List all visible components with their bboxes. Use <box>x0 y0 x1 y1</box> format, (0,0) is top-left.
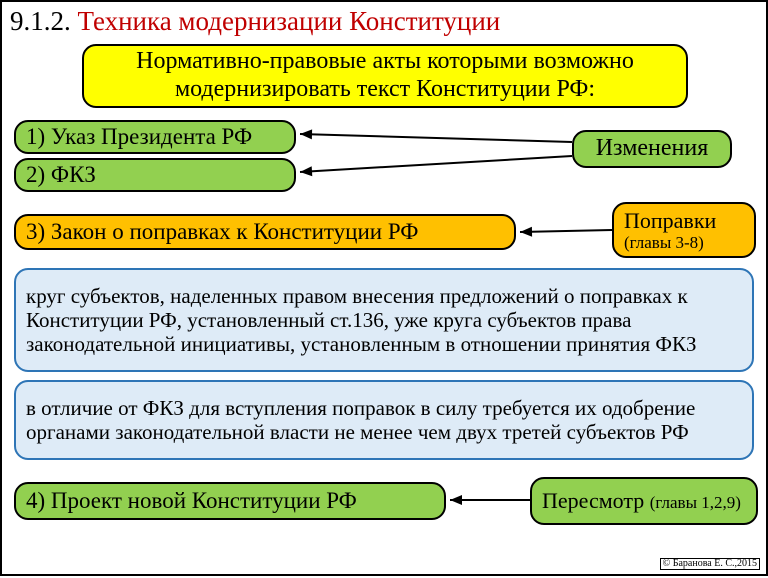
box-amend-line2: (главы 3-8) <box>624 233 716 253</box>
box-chg-text: Изменения <box>596 135 709 163</box>
box-revision: Пересмотр (главы 1,2,9) <box>530 477 758 525</box>
box-note-2: в отличие от ФКЗ для вступления поправок… <box>14 380 754 460</box>
box-note-1: круг субъектов, наделенных правом внесен… <box>14 268 754 372</box>
box-item-3: 3) Закон о поправках к Конституции РФ <box>14 214 516 250</box>
box-top-yellow: Нормативно-правовые акты которыми возмож… <box>82 44 688 108</box>
heading-number: 9.1.2. <box>10 6 71 36</box>
box-rev-line1: Пересмотр <box>542 488 650 513</box>
credit-label: © Баранова Е. С.,2015 <box>660 558 760 571</box>
box-rev-line2: (главы 1,2,9) <box>650 493 741 512</box>
box-b3-text: 3) Закон о поправках к Конституции РФ <box>26 219 418 245</box>
box-b2-text: 2) ФКЗ <box>26 162 96 188</box>
box-item-1: 1) Указ Президента РФ <box>14 120 296 154</box>
box-amendments: Поправки(главы 3-8) <box>612 202 756 258</box>
slide: 9.1.2. Техника модернизации Конституции … <box>0 0 768 576</box>
heading-title: Техника модернизации Конституции <box>78 6 501 36</box>
box-changes: Изменения <box>572 130 732 168</box>
box-item-2: 2) ФКЗ <box>14 158 296 192</box>
box-amend-line1: Поправки <box>624 208 716 233</box>
box-top-text: Нормативно-правовые акты которыми возмож… <box>94 48 676 103</box>
box-note1-text: круг субъектов, наделенных правом внесен… <box>26 284 742 356</box>
box-item-4: 4) Проект новой Конституции РФ <box>14 482 446 520</box>
box-b1-text: 1) Указ Президента РФ <box>26 124 252 150</box>
heading: 9.1.2. Техника модернизации Конституции <box>10 6 500 37</box>
box-note2-text: в отличие от ФКЗ для вступления поправок… <box>26 396 742 444</box>
box-b4-text: 4) Проект новой Конституции РФ <box>26 488 357 514</box>
